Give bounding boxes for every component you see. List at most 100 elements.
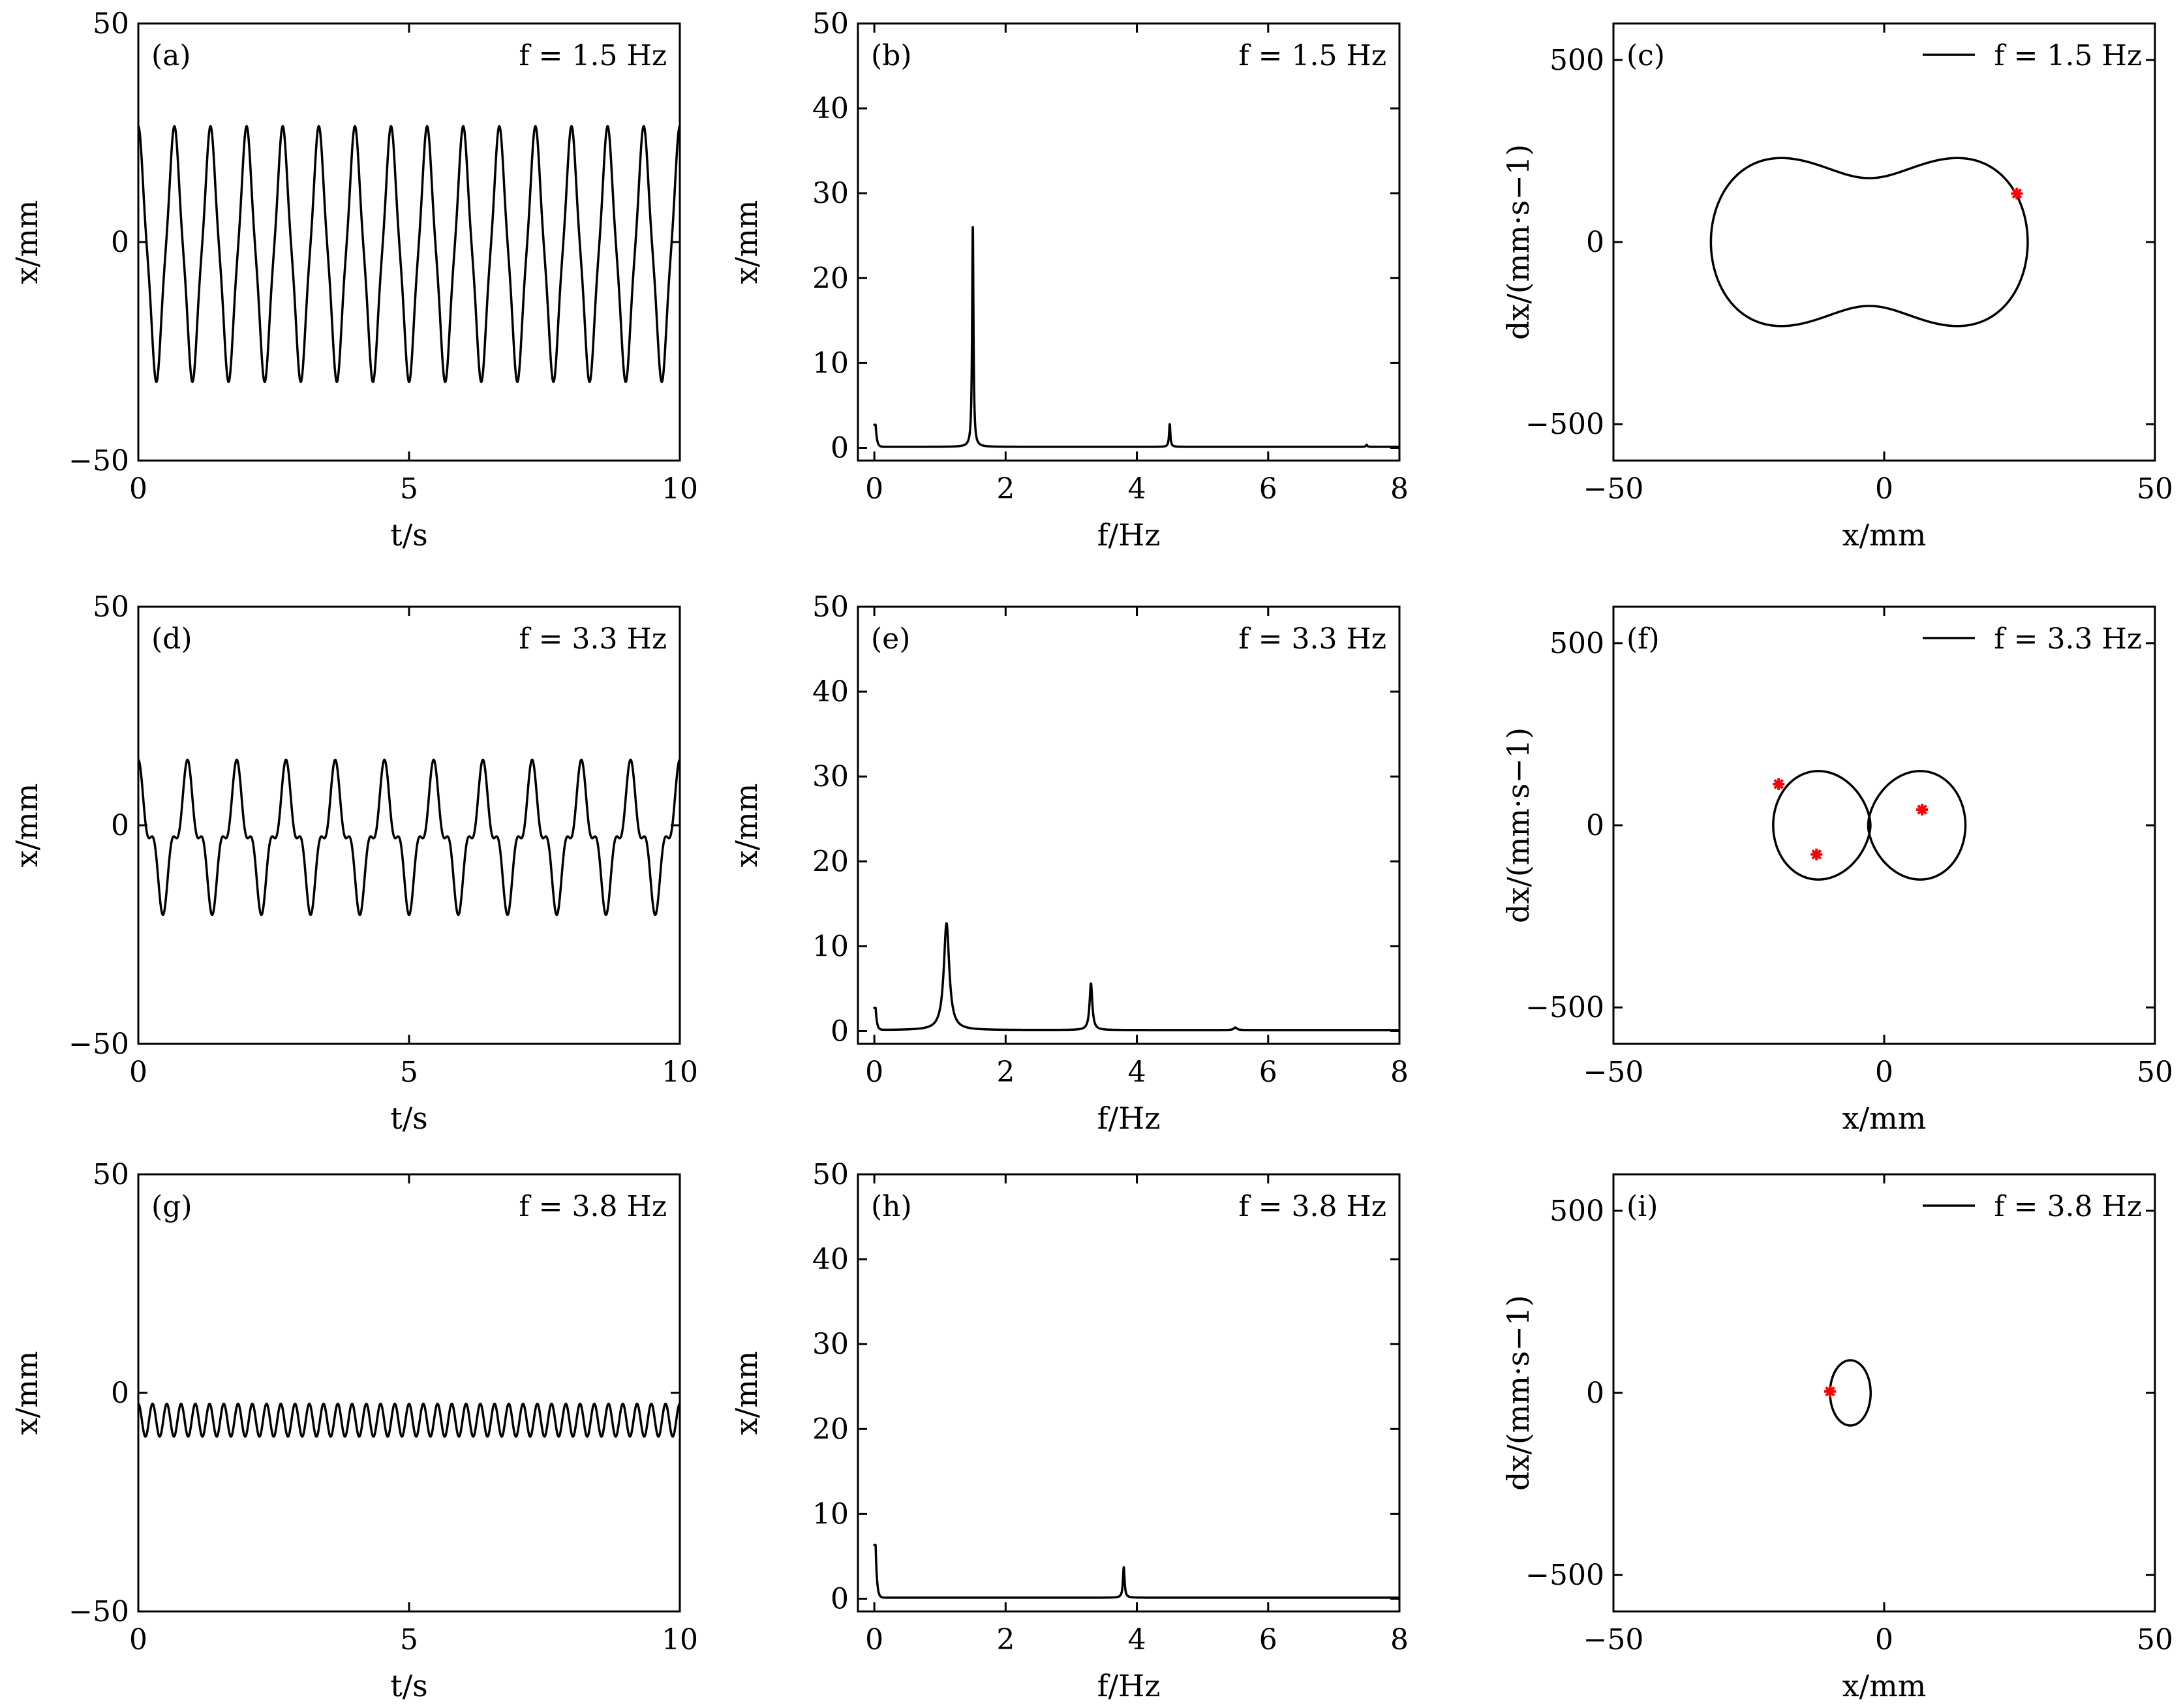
plot-area xyxy=(1772,770,1967,881)
x-tick-label: 2 xyxy=(996,1056,1015,1089)
series-line xyxy=(1772,770,1967,881)
series-line xyxy=(138,125,680,384)
x-tick-label: 0 xyxy=(865,1623,883,1656)
y-tick-label: 0 xyxy=(831,1014,849,1048)
y-axis-label: x/mm xyxy=(9,200,44,284)
x-tick-label: 0 xyxy=(129,1623,147,1656)
x-axis-label: x/mm xyxy=(1842,517,1927,553)
x-tick-label: 5 xyxy=(400,1056,418,1089)
legend-entry: f = 3.8 Hz xyxy=(1994,1190,2142,1223)
panel-h: 0 2 4 6 8 0 10 20 30 40 50 f/Hz x/mm (h) f = 3.8 Hz xyxy=(729,1158,1409,1703)
series-line xyxy=(1829,1359,1872,1427)
y-tick-label: −50 xyxy=(69,1028,129,1061)
y-tick-label: 30 xyxy=(812,177,849,210)
frequency-annotation: f = 1.5 Hz xyxy=(1238,39,1386,72)
panel-label: (h) xyxy=(871,1190,912,1223)
x-axis-label: f/Hz xyxy=(1097,1668,1161,1703)
frequency-annotation: f = 1.5 Hz xyxy=(519,39,667,72)
y-tick-label: 0 xyxy=(831,1582,849,1615)
series-line xyxy=(1709,157,2029,328)
y-tick-label: 50 xyxy=(812,1158,849,1191)
y-axis-label: x/mm xyxy=(9,784,44,868)
y-axis-label: x/mm xyxy=(9,1351,44,1435)
y-tick-label: 0 xyxy=(1586,809,1604,842)
poincare-marker xyxy=(1916,803,1929,816)
y-tick-label: 30 xyxy=(812,760,849,793)
x-axis-label: t/s xyxy=(390,517,428,553)
series-line xyxy=(138,1403,680,1438)
x-tick-label: 0 xyxy=(1875,1623,1893,1656)
y-axis-label: dx/(mm·s−1) xyxy=(1501,1295,1536,1491)
panel-label: (d) xyxy=(151,622,192,656)
plot-area xyxy=(873,1544,1399,1599)
y-tick-label: 50 xyxy=(93,590,129,624)
plot-frame xyxy=(137,605,681,1045)
y-tick-label: 50 xyxy=(93,1158,129,1191)
y-axis-label: x/mm xyxy=(729,1351,764,1435)
x-axis-label: x/mm xyxy=(1842,1101,1927,1136)
x-axis-label: t/s xyxy=(390,1101,428,1136)
plot-area xyxy=(1824,1359,1872,1427)
plot-area xyxy=(138,758,680,917)
poincare-marker xyxy=(1824,1385,1836,1397)
y-tick-label: −500 xyxy=(1525,1559,1604,1592)
x-tick-label: 50 xyxy=(2137,1056,2173,1089)
panel-label: (c) xyxy=(1626,39,1665,72)
marker-stroke xyxy=(2011,188,2023,199)
y-tick-label: 0 xyxy=(1586,1377,1604,1410)
marker-stroke xyxy=(1811,849,1822,860)
frequency-annotation: f = 3.8 Hz xyxy=(519,1190,667,1223)
x-tick-label: −50 xyxy=(1583,1056,1644,1089)
y-tick-label: −50 xyxy=(69,1595,129,1628)
y-tick-label: 0 xyxy=(1586,226,1604,259)
poincare-marker xyxy=(2011,187,2023,200)
x-tick-label: 6 xyxy=(1259,472,1277,506)
y-tick-label: 50 xyxy=(93,7,129,40)
series-line xyxy=(873,226,1399,448)
plot-frame xyxy=(1612,1173,2156,1613)
x-tick-label: 0 xyxy=(1875,1056,1893,1089)
x-tick-label: 6 xyxy=(1259,1623,1277,1656)
x-tick-label: 5 xyxy=(400,472,418,506)
panel-b: 0 2 4 6 8 0 10 20 30 40 50 f/Hz x/mm (b) f = 1.5 Hz xyxy=(729,7,1409,553)
frequency-annotation: f = 3.8 Hz xyxy=(1238,1190,1386,1223)
y-tick-label: −500 xyxy=(1525,408,1604,441)
x-tick-label: 10 xyxy=(662,1056,698,1089)
plot-frame xyxy=(857,22,1401,462)
marker-stroke xyxy=(1917,804,1927,815)
x-tick-label: 2 xyxy=(996,1623,1015,1656)
plot-area xyxy=(1709,157,2029,328)
x-axis-label: f/Hz xyxy=(1097,517,1161,553)
x-tick-label: 50 xyxy=(2137,472,2173,506)
y-tick-label: 20 xyxy=(812,262,849,295)
poincare-marker xyxy=(1810,848,1823,861)
y-tick-label: 500 xyxy=(1549,627,1604,660)
plot-frame xyxy=(1612,22,2156,462)
y-tick-label: 0 xyxy=(831,431,849,465)
x-axis-label: f/Hz xyxy=(1097,1101,1161,1136)
series-line xyxy=(873,922,1399,1031)
y-tick-label: 10 xyxy=(812,930,849,963)
x-tick-label: 10 xyxy=(662,1623,698,1656)
frequency-annotation: f = 3.3 Hz xyxy=(519,622,667,656)
marker-stroke xyxy=(1825,1386,1835,1397)
y-tick-label: 50 xyxy=(812,7,849,40)
y-tick-label: −500 xyxy=(1525,991,1604,1024)
y-tick-label: 40 xyxy=(812,1243,849,1276)
x-tick-label: 0 xyxy=(129,1056,147,1089)
plot-area xyxy=(873,226,1399,448)
plot-area xyxy=(873,922,1399,1031)
x-tick-label: 0 xyxy=(865,1056,883,1089)
panel-label: (b) xyxy=(871,39,912,72)
panel-label: (a) xyxy=(151,39,191,72)
panel-label: (i) xyxy=(1626,1190,1658,1223)
x-tick-label: 10 xyxy=(662,472,698,506)
panel-label: (g) xyxy=(151,1190,192,1223)
series-line xyxy=(138,758,680,917)
x-tick-label: 0 xyxy=(1875,472,1893,506)
legend-entry: f = 3.3 Hz xyxy=(1994,622,2142,656)
x-tick-label: 6 xyxy=(1259,1056,1277,1089)
